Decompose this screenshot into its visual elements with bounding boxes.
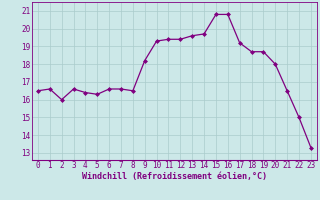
X-axis label: Windchill (Refroidissement éolien,°C): Windchill (Refroidissement éolien,°C)	[82, 172, 267, 181]
